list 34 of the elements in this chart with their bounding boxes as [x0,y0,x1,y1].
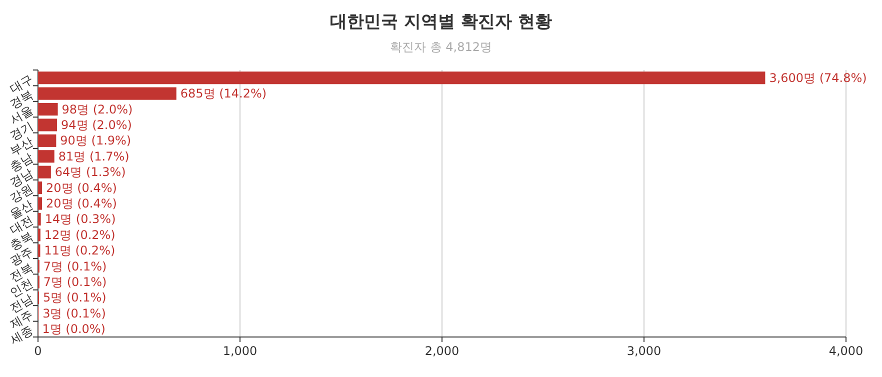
bar [38,118,57,132]
data-label: 3명 (0.1%) [42,306,106,320]
data-label: 94명 (2.0%) [60,118,132,132]
data-label: 685명 (14.2%) [180,86,267,101]
x-tick-label: 4,000 [828,344,864,358]
data-label: 11명 (0.2%) [44,244,116,258]
data-label: 20명 (0.4%) [46,196,117,210]
chart-subtitle: 확진자 총 4,812명 [390,40,492,54]
data-label: 20명 (0.4%) [46,180,117,195]
x-tick-label: 0 [34,344,42,358]
data-label: 12명 (0.2%) [44,228,116,242]
x-tick-label: 1,000 [222,344,258,358]
bar [38,87,176,100]
chart-title: 대한민국 지역별 확진자 현황 [330,12,552,32]
data-label: 7명 (0.1%) [43,275,107,290]
bar [38,150,54,163]
data-label: 90명 (1.9%) [60,134,132,148]
bar [38,72,766,84]
bar [38,166,51,178]
data-label: 7명 (0.1%) [43,259,107,274]
bar [38,134,56,147]
x-tick-label: 3,000 [626,344,662,358]
x-tick-label: 2,000 [424,344,460,358]
data-label: 64명 (1.3%) [54,165,126,180]
bar [38,102,58,116]
bar [38,197,42,210]
data-label: 5명 (0.1%) [43,290,106,305]
data-label: 1명 (0.0%) [42,322,106,336]
data-label: 98명 (2.0%) [62,102,133,116]
bar [38,212,41,226]
data-label: 81명 (1.7%) [58,149,130,164]
data-label: 14명 (0.3%) [44,212,116,226]
bar [38,182,42,194]
data-label: 3,600명 (74.8%) [769,70,867,85]
